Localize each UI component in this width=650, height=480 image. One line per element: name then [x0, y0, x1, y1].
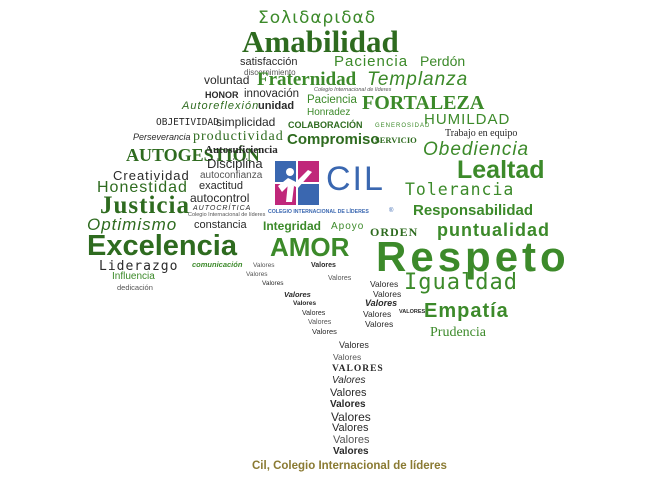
word-voluntad: voluntad	[204, 73, 250, 87]
branch-valores: Valores	[284, 290, 311, 299]
trunk-valores: Valores	[332, 422, 369, 434]
word-autocontrol: autocontrol	[190, 191, 250, 205]
word-igualdad: Igualdad	[404, 270, 518, 295]
logo-acronym: CIL	[326, 160, 385, 198]
word-prudencia: Prudencia	[430, 325, 486, 340]
word-tolerancia: Tolerancia	[405, 180, 515, 199]
trunk-valores: Valores	[333, 434, 370, 446]
trunk-valores: Valores	[333, 352, 362, 362]
word-honestidad: Honestidad	[97, 179, 188, 196]
word-perseverancia: Perseverancia	[133, 132, 191, 142]
branch-valores: Valores	[370, 279, 399, 289]
word-excelencia: Excelencia	[87, 230, 237, 262]
word-generosidad: GENEROSIDAD	[375, 123, 431, 129]
cil-logo: CIL COLEGIO INTERNACIONAL DE LÍDERES ®	[268, 156, 398, 218]
word-fortaleza: FORTALEZA	[362, 92, 485, 114]
trunk-valores: Valores	[330, 399, 366, 410]
word-unidad: unidad	[258, 100, 295, 112]
word-autoconfianza: autoconfianza	[200, 170, 263, 181]
word-colegio-small: Colegio Internacional de líderes	[314, 87, 392, 93]
trunk-valores: Valores	[330, 387, 367, 399]
word-servicio: SERVICIO	[375, 135, 417, 145]
word-puntualidad: puntualidad	[437, 220, 550, 240]
branch-valores: Valores	[308, 319, 332, 326]
word-disciplina: Disciplina	[207, 156, 263, 171]
logo-fullname: COLEGIO INTERNACIONAL DE LÍDERES	[268, 209, 369, 215]
branch-valores: Valores	[311, 262, 336, 269]
cil-emblem-icon	[273, 159, 321, 207]
trunk-valores: Valores	[331, 410, 371, 424]
branch-valores: Valores	[253, 262, 275, 269]
word-humildad: HUMILDAD	[424, 111, 511, 128]
branch-valores: Valores	[365, 298, 398, 308]
word-discernimiento: discernimiento	[244, 68, 296, 77]
branch-valores: Valores	[262, 280, 284, 287]
branch-valores: Valores	[293, 300, 317, 307]
word-apoyo: Apoyo	[331, 221, 365, 232]
word-colegio-small-2: Colegio Internacional de líderes	[188, 212, 266, 218]
caption: Cil, Colegio Internacional de líderes	[252, 460, 447, 472]
word-paciencia-small: Paciencia	[307, 94, 357, 106]
word-obediencia: Obediencia	[423, 139, 530, 160]
word-productividad: productividad	[193, 129, 284, 144]
word-trabajo-equipo: Trabajo en equipo	[445, 128, 518, 139]
word-satisfaccion: satisfacción	[240, 56, 298, 68]
branch-valores: Valores	[328, 275, 352, 282]
word-innovacion: innovación	[244, 88, 299, 100]
word-constancia: constancia	[194, 219, 247, 231]
word-exactitud: exactitud	[199, 180, 244, 192]
word-honradez: Honradez	[307, 107, 351, 118]
branch-valores: Valores	[373, 289, 402, 299]
word-integridad: Integridad	[263, 219, 322, 233]
branch-valores: Valores	[246, 271, 268, 278]
word-creatividad: Creatividad	[113, 168, 190, 183]
trunk-valores: Valores	[339, 340, 369, 350]
word-compromiso: Compromiso	[287, 131, 380, 148]
word-influencia: Influencia	[112, 271, 155, 282]
word-amor: AMOR	[270, 232, 350, 262]
word-autorreflexion: Autoreflexión	[182, 100, 260, 112]
word-autogestion: AUTOGESTIÓN	[126, 145, 260, 165]
branch-valores: VALORES	[399, 309, 426, 315]
branch-valores: Valores	[363, 309, 392, 319]
word-objetividad: OBJETIVIDAD	[156, 117, 219, 128]
word-autosuficiencia: Autosuficiencia	[205, 144, 278, 156]
trunk-valores: VALORES	[332, 364, 384, 374]
trunk-valores: Valores	[333, 446, 369, 457]
word-responsabilidad: Responsabilidad	[413, 202, 534, 219]
word-amabilidad: Amabilidad	[242, 24, 399, 59]
word-colaboracion: COLABORACIÓN	[288, 120, 363, 130]
branch-valores: Valores	[312, 327, 337, 336]
trunk-valores: Valores	[332, 375, 366, 386]
word-comunicacion: comunicación	[192, 260, 243, 269]
word-solidaridad: Σολιδαριδαδ	[258, 8, 377, 28]
word-liderazgo: Liderazgo	[99, 259, 179, 274]
word-justicia: Justicia	[100, 192, 190, 219]
branch-valores: Valores	[365, 319, 394, 329]
branch-valores: Valores	[302, 310, 326, 317]
logo-registered-mark: ®	[389, 208, 394, 214]
word-dedicacion: dedicación	[117, 283, 153, 292]
word-empatia: Empatía	[424, 300, 509, 322]
word-orden: ORDEN	[370, 225, 419, 239]
word-autocritica: AUTOCRÍTICA	[193, 205, 252, 212]
word-paciencia: Paciencia	[334, 53, 409, 70]
word-respeto: Respeto	[376, 233, 570, 280]
word-fraternidad: Fraternidad	[257, 69, 357, 90]
word-simplicidad: simplicidad	[216, 115, 276, 129]
word-optimismo: Optimismo	[87, 215, 178, 234]
word-templanza: Templanza	[367, 69, 469, 90]
word-honor: HONOR	[205, 90, 239, 100]
word-perdon: Perdón	[420, 53, 466, 69]
word-lealtad: Lealtad	[457, 156, 545, 184]
